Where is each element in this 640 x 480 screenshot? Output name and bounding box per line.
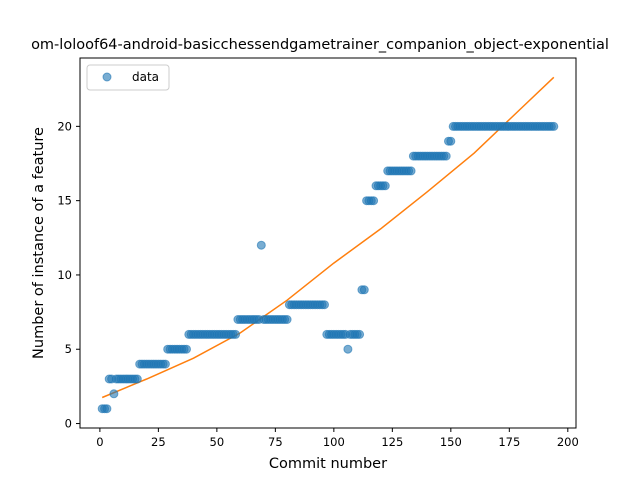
data-point xyxy=(406,166,416,176)
x-tick-label: 75 xyxy=(268,435,283,449)
data-point xyxy=(380,181,390,191)
data-point xyxy=(359,285,369,295)
axes-frame xyxy=(79,57,577,429)
legend-entry-data: data xyxy=(132,70,159,84)
x-tick-label: 100 xyxy=(323,435,345,449)
x-tick-label: 125 xyxy=(381,435,403,449)
x-axis-ticks: 0 25 50 75 100 125 150 175 200 xyxy=(96,428,579,449)
y-tick-label: 5 xyxy=(65,342,72,356)
y-axis-label: Number of instance of a feature xyxy=(31,127,47,359)
y-tick-label: 15 xyxy=(57,194,72,208)
data-point xyxy=(343,344,353,354)
legend: data xyxy=(86,64,170,91)
chart-title: om-loloof64-android-basicchessendgametra… xyxy=(31,37,609,53)
data-point xyxy=(355,329,365,339)
data-point xyxy=(109,389,119,399)
x-tick-label: 50 xyxy=(210,435,225,449)
legend-box xyxy=(86,64,170,91)
x-tick-label: 200 xyxy=(557,435,579,449)
data-points-layer xyxy=(97,121,559,414)
data-point xyxy=(282,315,292,324)
legend-marker xyxy=(102,72,112,82)
x-tick-label: 25 xyxy=(151,435,166,449)
y-tick-label: 10 xyxy=(57,268,72,282)
data-point xyxy=(132,374,142,384)
data-point xyxy=(231,329,241,339)
y-tick-label: 0 xyxy=(65,417,72,431)
x-axis-label: Commit number xyxy=(269,456,387,472)
data-point xyxy=(549,121,559,131)
x-tick-label: 150 xyxy=(440,435,462,449)
fit-line xyxy=(101,76,555,399)
plot-area xyxy=(97,76,559,414)
data-point xyxy=(160,359,170,369)
data-point xyxy=(369,196,379,206)
fit-line-layer xyxy=(101,76,555,399)
x-tick-label: 175 xyxy=(498,435,520,449)
data-point xyxy=(441,151,451,161)
x-tick-label: 0 xyxy=(96,435,103,449)
data-point xyxy=(446,136,456,146)
data-point xyxy=(182,344,191,354)
y-axis-ticks: 0 5 10 15 20 xyxy=(57,119,80,431)
data-point xyxy=(256,240,266,250)
data-point xyxy=(102,404,112,414)
data-point xyxy=(320,300,329,310)
y-tick-label: 20 xyxy=(57,119,72,133)
